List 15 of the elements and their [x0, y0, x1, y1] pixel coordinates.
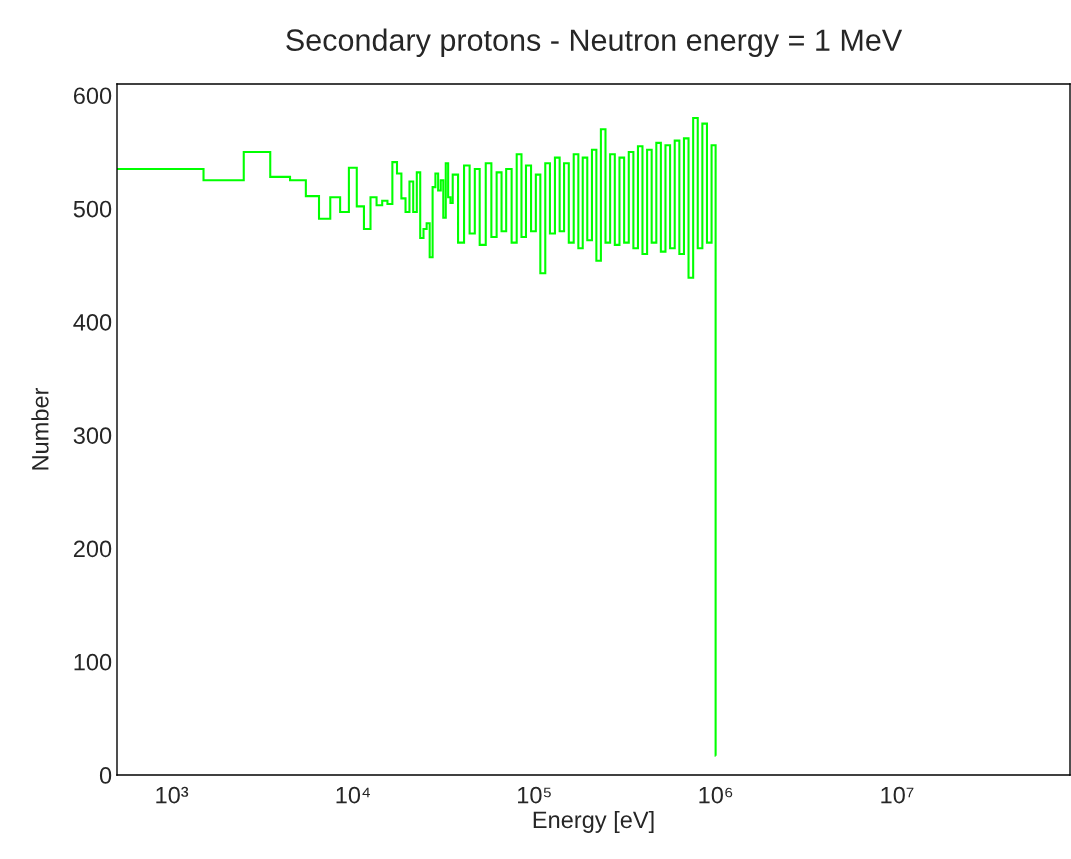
x-tick-label: 10⁷: [881, 786, 914, 804]
x-tick-label: 10⁶: [699, 786, 733, 804]
y-tick-label: 600: [73, 87, 112, 105]
y-tick-label: 500: [73, 200, 112, 218]
x-tick-label: 10³: [156, 786, 189, 804]
x-tick-label: 10⁵: [518, 786, 551, 804]
y-tick-label: 200: [73, 540, 112, 558]
y-tick-label: 100: [74, 653, 112, 671]
y-tick-label: 0: [99, 767, 112, 784]
y-tick-label: 300: [73, 427, 112, 444]
x-axis-title: Energy [eV]: [533, 810, 654, 833]
y-axis-title: Number: [31, 387, 49, 470]
chart-title: Secondary protons - Neutron energy = 1 MeV: [286, 28, 903, 58]
x-tick-label: 10⁴: [336, 786, 370, 804]
y-tick-label: 400: [73, 313, 112, 331]
